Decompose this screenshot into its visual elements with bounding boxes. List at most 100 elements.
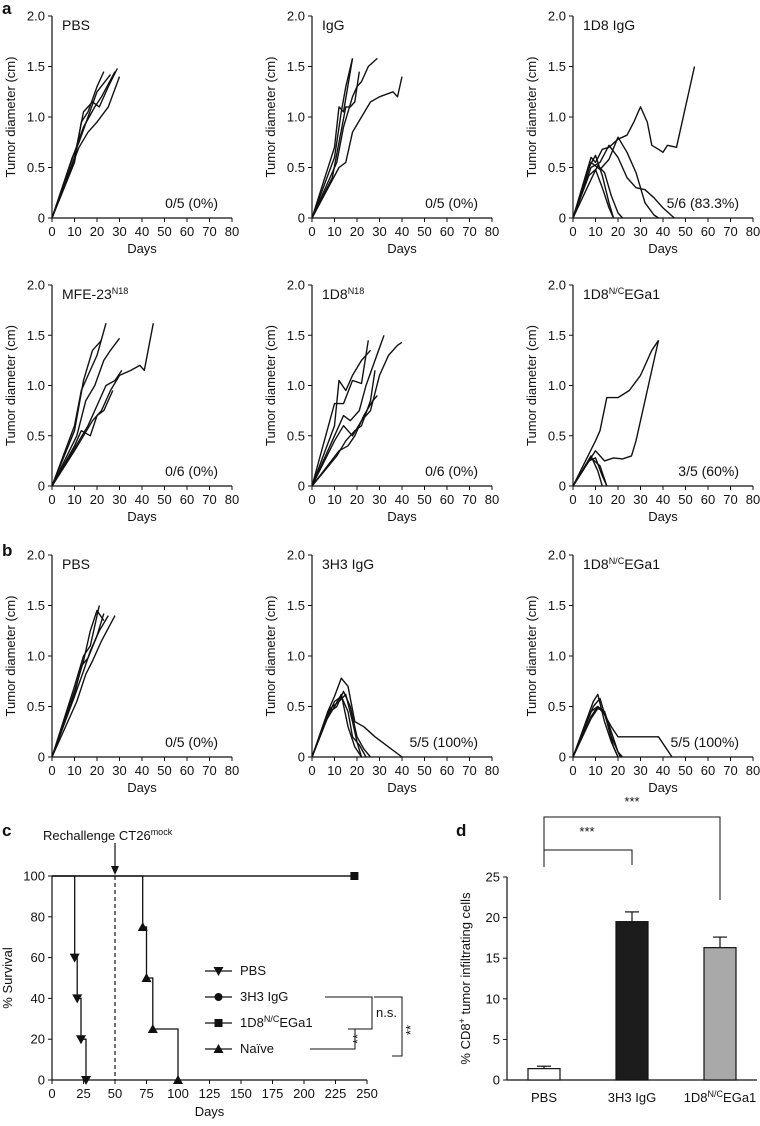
x-tick-label: 0 [308,224,315,239]
y-tick-label: 1.5 [287,328,305,343]
outer-bracket [374,996,403,1057]
tumor-growth-line [51,323,154,487]
tumor-growth-line [572,707,621,758]
y-axis-label: % Survival [0,947,15,1009]
y-tick-label: 2.0 [27,548,45,563]
sig-bracket-2 [543,816,721,900]
tumor-growth-line [51,605,100,758]
tumor-growth-line [51,68,118,219]
x-tick-label: 40 [395,224,409,239]
x-tick-label: 20 [350,224,364,239]
sig-label: *** [579,824,594,839]
tumor-growth-line [311,340,369,487]
x-tick-label: 20 [90,763,104,778]
survival-marker [75,1035,86,1045]
survival-marker [72,994,83,1004]
y-tick-label: 1.0 [548,649,566,664]
x-axis-label: Days [127,780,157,795]
chart-title: PBS [62,556,90,572]
x-tick-label: 0 [48,763,55,778]
survival-fraction: 5/6 (83.3%) [667,195,739,211]
y-tick-label: 1.0 [548,378,566,393]
x-tick-label: 75 [139,1086,153,1101]
x-tick-label: 80 [485,492,499,507]
survival-fraction: 3/5 (60%) [678,463,739,479]
x-tick-label: 20 [350,763,364,778]
x-tick-label: 30 [112,492,126,507]
chart-title: 1D8N/CEGa1 [583,286,660,302]
x-tick-label: 40 [656,763,670,778]
x-tick-label: 50 [157,224,171,239]
tumor-growth-chart-8: 0 0.5 1.0 1.5 2.0 0 10 20 30 40 50 60 70 80 Days Tumor … [263,548,499,796]
y-axis-label: Tumor diameter (cm) [263,57,278,178]
x-axis-label: Days [387,241,417,256]
ns-label: n.s. [376,1005,397,1020]
y-tick-label: 1.0 [27,649,45,664]
x-tick-label: 10 [67,224,81,239]
y-tick-label: 2.0 [27,9,45,24]
y-tick-label: 2.0 [548,548,566,563]
tumor-growth-line [311,76,403,219]
survival-fraction: 0/5 (0%) [165,734,218,750]
y-tick-label: 2.0 [287,9,305,24]
x-axis-label: Days [648,780,678,795]
tumor-growth-line [572,340,660,487]
tumor-growth-line [572,705,673,758]
y-tick-label: 0 [559,211,566,226]
y-tick-label: 100 [23,869,45,884]
y-tick-label: 40 [31,991,45,1006]
bar [703,947,737,1081]
y-tick-label: 0 [493,1073,500,1088]
y-axis-label: Tumor diameter (cm) [263,325,278,446]
tumor-growth-chart-2: 0 0.5 1.0 1.5 2.0 0 10 20 30 40 50 60 70 80 Days Tumor … [263,9,499,257]
x-tick-label: 40 [135,492,149,507]
tumor-growth-line [572,154,615,219]
x-tick-label: 30 [112,763,126,778]
x-axis-label: Days [387,509,417,524]
y-tick-label: 0 [38,479,45,494]
survival-fraction: 5/5 (100%) [410,734,478,750]
chart-title: PBS [62,17,90,33]
x-tick-label: 0 [308,763,315,778]
x-tick-label: 60 [701,492,715,507]
survival-marker [81,1076,92,1085]
x-tick-label: 80 [746,763,760,778]
y-axis-label: Tumor diameter (cm) [263,596,278,717]
x-tick-label: 30 [633,224,647,239]
x-tick-label: 40 [135,763,149,778]
x-tick-label: 0 [569,492,576,507]
y-axis-label: % CD8+ tumor infiltrating cells [457,892,473,1065]
x-tick-label: 40 [656,492,670,507]
x-tick-label: 0 [308,492,315,507]
x-tick-label: 150 [230,1086,252,1101]
tumor-growth-line [311,58,354,219]
tumor-growth-line [311,690,372,758]
y-tick-label: 10 [486,991,500,1006]
x-tick-label: 50 [417,224,431,239]
tumor-growth-line [572,168,615,219]
legend-label: 1D8N/CEGa1 [240,1014,313,1030]
tumor-growth-line [311,677,403,758]
survival-fraction: 0/5 (0%) [165,195,218,211]
category-label: PBS [531,1090,557,1105]
y-tick-label: 20 [486,910,500,925]
x-tick-label: 10 [588,492,602,507]
x-tick-label: 80 [746,224,760,239]
y-tick-label: 1.5 [548,598,566,613]
y-tick-label: 0.5 [287,699,305,714]
rechallenge-label: Rechallenge CT26mock [43,827,173,843]
tumor-growth-line [311,335,385,487]
y-tick-label: 0 [559,750,566,765]
tumor-growth-line [311,57,378,219]
y-tick-label: 0 [38,211,45,226]
x-axis-label: Days [648,509,678,524]
bar [615,921,649,1081]
tumor-growth-line [51,71,105,219]
chart-title: 1D8N/CEGa1 [583,556,660,572]
tumor-growth-line [51,71,116,219]
y-tick-label: 0 [559,479,566,494]
tumor-growth-line [51,615,116,758]
y-tick-label: 2.0 [27,278,45,293]
tumor-growth-line [572,66,696,219]
inner-bracket [310,1029,356,1050]
